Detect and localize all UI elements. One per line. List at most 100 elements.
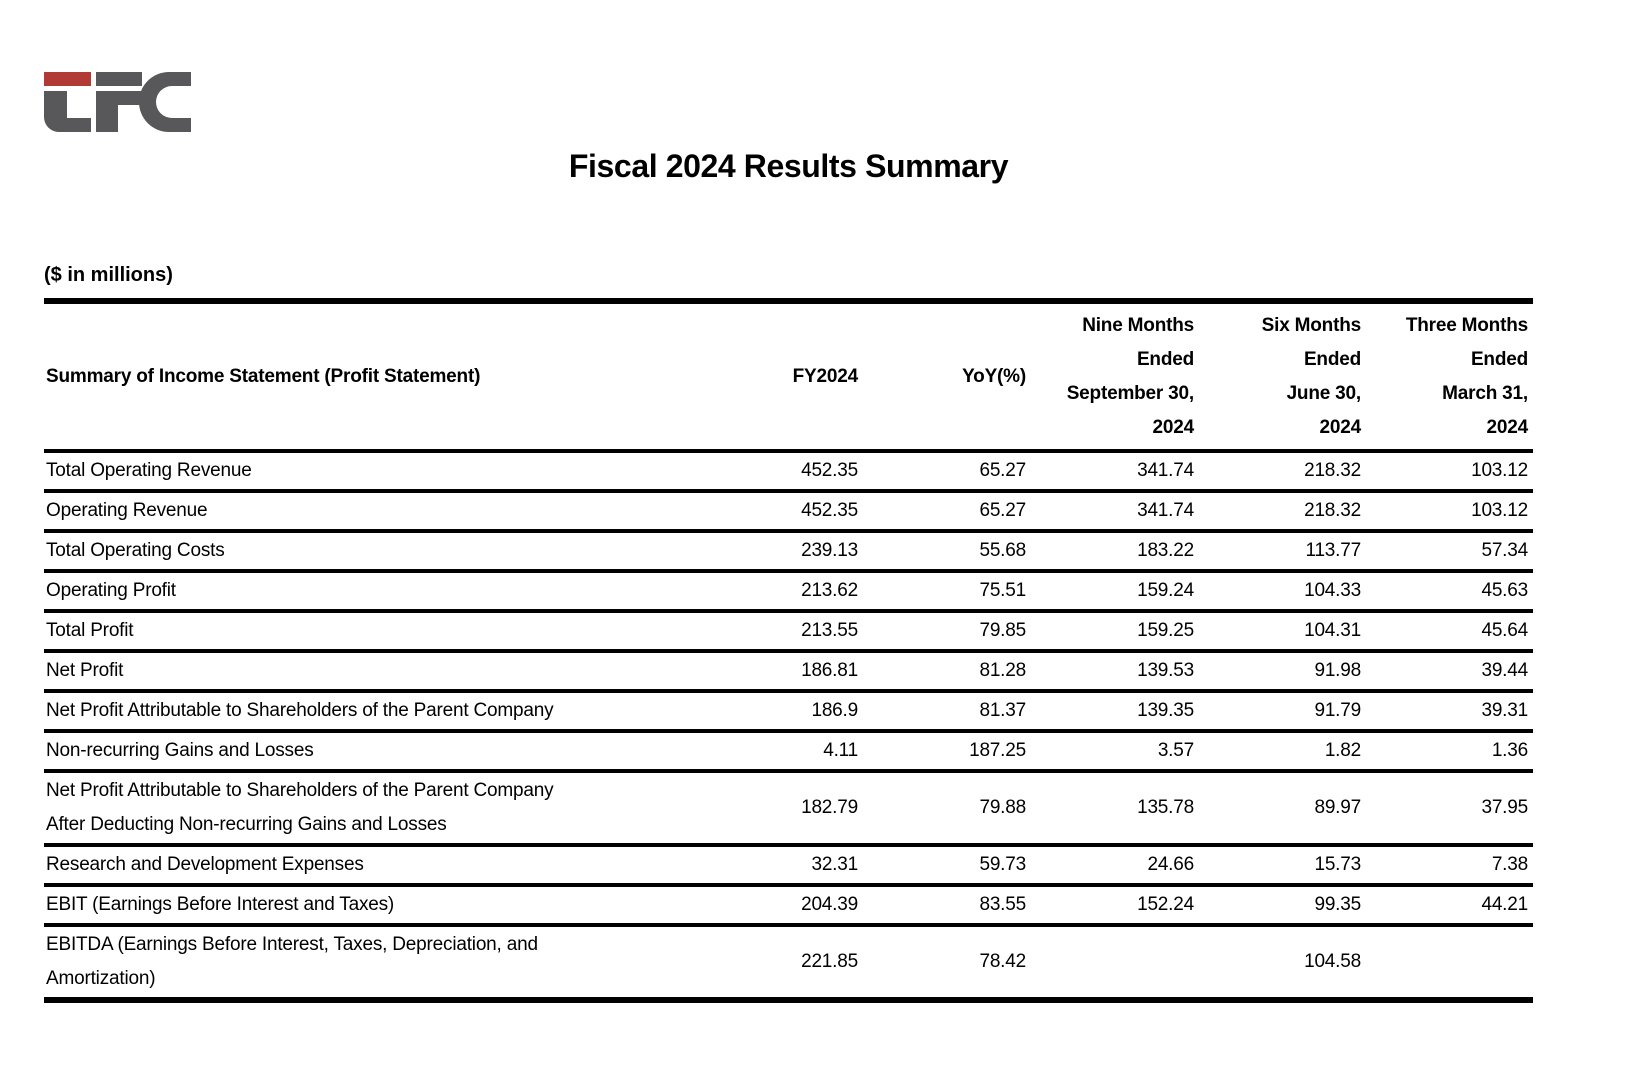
- row-value: 135.78: [1137, 797, 1194, 818]
- table-row: Net Profit Attributable to Shareholders …: [44, 771, 1533, 845]
- row-label: Operating Profit: [46, 580, 176, 601]
- row-value: 1.82: [1324, 740, 1361, 761]
- row-label: Net Profit Attributable to Shareholders …: [46, 780, 554, 835]
- row-label: Total Profit: [46, 620, 134, 641]
- row-value: 182.79: [801, 797, 858, 818]
- table-row: Total Profit 213.55 79.85 159.25 104.31 45.64: [44, 611, 1533, 651]
- row-value: 452.35: [801, 460, 858, 481]
- table-row: Total Operating Costs 239.13 55.68 183.22 11…: [44, 531, 1533, 571]
- row-label: Net Profit Attributable to Shareholders …: [46, 700, 554, 721]
- row-value: 81.28: [979, 660, 1026, 681]
- col-header-summary: Summary of Income Statement (Profit Stat…: [46, 366, 481, 387]
- row-value: 186.81: [801, 660, 858, 681]
- table-row: Total Operating Revenue 452.35 65.27 341.74…: [44, 451, 1533, 491]
- row-value: 221.85: [801, 951, 858, 972]
- logo-letter-l: [44, 91, 91, 132]
- row-value: 4.11: [823, 740, 858, 761]
- row-value: 183.22: [1137, 540, 1194, 561]
- table-row: EBIT (Earnings Before Interest and Taxes…: [44, 885, 1533, 925]
- row-value: 104.31: [1304, 620, 1361, 641]
- row-value: 39.44: [1481, 660, 1528, 681]
- row-value: 65.27: [979, 460, 1026, 481]
- row-value: 59.73: [979, 854, 1026, 875]
- row-value: 159.25: [1137, 620, 1194, 641]
- lfc-logo-icon: [44, 72, 191, 132]
- row-value: 79.88: [979, 797, 1026, 818]
- row-value: 83.55: [979, 894, 1026, 915]
- row-value: 103.12: [1471, 460, 1528, 481]
- row-value: 218.32: [1304, 460, 1361, 481]
- row-value: 152.24: [1137, 894, 1194, 915]
- row-value: 3.57: [1157, 740, 1194, 761]
- row-label: Total Operating Costs: [46, 540, 225, 561]
- col-header-yoy: YoY(%): [962, 366, 1026, 387]
- row-value: 55.68: [979, 540, 1026, 561]
- row-value: 104.33: [1304, 580, 1361, 601]
- row-value: 1.36: [1491, 740, 1528, 761]
- results-table: Summary of Income Statement (Profit Stat…: [44, 298, 1533, 1003]
- header-row: Summary of Income Statement (Profit Stat…: [44, 301, 1533, 451]
- row-value: 37.95: [1481, 797, 1528, 818]
- table-row: EBITDA (Earnings Before Interest, Taxes,…: [44, 925, 1533, 1000]
- row-value: 213.62: [801, 580, 858, 601]
- row-label: Operating Revenue: [46, 500, 208, 521]
- row-value: 104.58: [1304, 951, 1361, 972]
- row-value: 341.74: [1137, 460, 1194, 481]
- row-value: 139.53: [1137, 660, 1194, 681]
- row-value: 89.97: [1314, 797, 1361, 818]
- table-row: Operating Revenue 452.35 65.27 341.74 218.32…: [44, 491, 1533, 531]
- row-value: 45.64: [1481, 620, 1528, 641]
- row-value: 32.31: [811, 854, 858, 875]
- row-value: 91.79: [1314, 700, 1361, 721]
- row-label: EBIT (Earnings Before Interest and Taxes…: [46, 894, 395, 915]
- row-value: 218.32: [1304, 500, 1361, 521]
- table-row: Operating Profit 213.62 75.51 159.24 104.33 4…: [44, 571, 1533, 611]
- row-value: 452.35: [801, 500, 858, 521]
- row-value: [1031, 925, 1199, 1000]
- row-value: 57.34: [1481, 540, 1528, 561]
- logo-red-bar: [44, 72, 91, 86]
- logo-letter-c: [139, 72, 191, 132]
- row-value: 187.25: [969, 740, 1026, 761]
- col-header-six-months: Six Months Ended June 30, 2024: [1261, 315, 1362, 438]
- row-value: 239.13: [801, 540, 858, 561]
- logo-f-top-bar: [96, 72, 142, 86]
- row-value: 139.35: [1137, 700, 1194, 721]
- row-value: 75.51: [979, 580, 1026, 601]
- row-label: EBITDA (Earnings Before Interest, Taxes,…: [46, 934, 538, 989]
- row-value: [1366, 925, 1533, 1000]
- company-logo: [44, 72, 191, 132]
- table-row: Net Profit 186.81 81.28 139.53 91.98 39.44: [44, 651, 1533, 691]
- row-value: 44.21: [1481, 894, 1528, 915]
- row-value: 65.27: [979, 500, 1026, 521]
- col-header-three-months: Three Months Ended March 31, 2024: [1405, 315, 1528, 438]
- row-label: Net Profit: [46, 660, 124, 681]
- table-row: Net Profit Attributable to Shareholders …: [44, 691, 1533, 731]
- row-value: 24.66: [1147, 854, 1194, 875]
- page-title: Fiscal 2024 Results Summary: [568, 148, 1009, 184]
- col-header-nine-months: Nine Months Ended September 30, 2024: [1066, 315, 1194, 438]
- row-value: 159.24: [1137, 580, 1194, 601]
- row-label: Total Operating Revenue: [46, 460, 252, 481]
- row-value: 15.73: [1314, 854, 1361, 875]
- row-value: 79.85: [979, 620, 1026, 641]
- row-value: 45.63: [1481, 580, 1528, 601]
- row-value: 39.31: [1481, 700, 1528, 721]
- row-value: 91.98: [1314, 660, 1361, 681]
- row-value: 103.12: [1471, 500, 1528, 521]
- col-header-fy2024: FY2024: [792, 366, 859, 387]
- table-body: Total Operating Revenue 452.35 65.27 341.74…: [44, 451, 1533, 1000]
- units-note: ($ in millions): [44, 264, 173, 286]
- row-value: 113.77: [1305, 540, 1361, 561]
- logo-letter-f: [96, 91, 142, 132]
- row-label: Non-recurring Gains and Losses: [46, 740, 314, 761]
- row-value: 78.42: [979, 951, 1026, 972]
- row-value: 204.39: [801, 894, 858, 915]
- row-value: 213.55: [801, 620, 858, 641]
- row-label: Research and Development Expenses: [46, 854, 364, 875]
- row-value: 186.9: [811, 700, 858, 721]
- row-value: 99.35: [1314, 894, 1361, 915]
- table-row: Non-recurring Gains and Losses 4.11 187.25…: [44, 731, 1533, 771]
- row-value: 341.74: [1137, 500, 1194, 521]
